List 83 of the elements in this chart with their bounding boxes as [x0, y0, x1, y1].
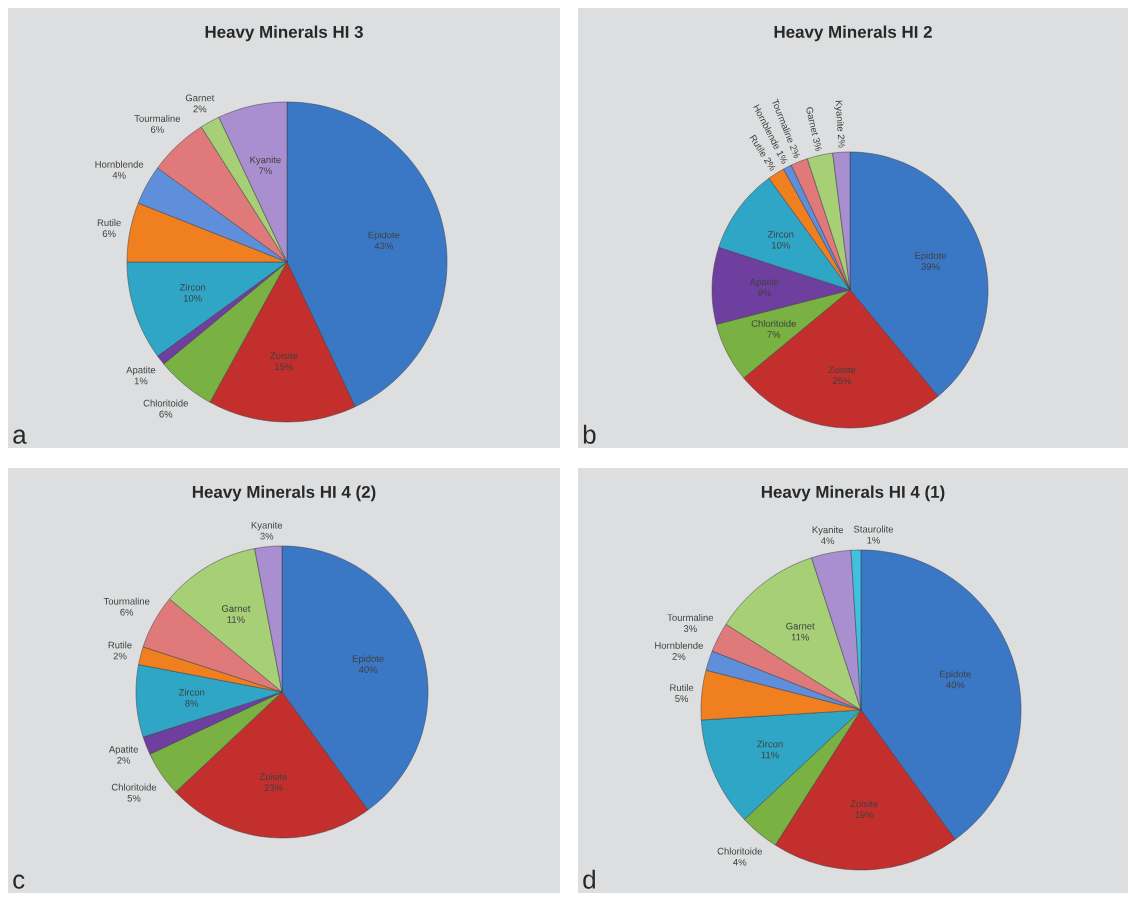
data-label: 40%: [358, 666, 378, 673]
slice-label: Kyanite: [834, 100, 844, 132]
slice-label: Zoisite: [828, 366, 856, 374]
chart-title: Heavy Minerals HI 4 (1): [761, 485, 945, 502]
data-label: 6%: [102, 230, 116, 237]
data-label: 2%: [117, 756, 131, 764]
slice-label: Zircon: [757, 740, 783, 748]
data-label: 2%: [837, 134, 846, 148]
data-label: 3%: [683, 625, 697, 632]
data-label: 2%: [763, 157, 776, 171]
data-label: 10%: [772, 241, 790, 249]
slice-label: Garnet: [806, 107, 818, 136]
data-label: 1%: [776, 150, 788, 164]
slice-label: Epidote: [368, 231, 400, 241]
slice-label: Kyanite: [812, 526, 844, 536]
data-label: 19%: [855, 811, 874, 819]
chart-title: Heavy Minerals HI 2: [774, 25, 932, 42]
slice-label: Zircon: [179, 283, 206, 291]
slice-label: Zoisite: [270, 352, 298, 360]
slice-label: Rutile: [97, 219, 121, 227]
slice-label: Chloritoide: [717, 847, 762, 855]
slice-label: Tourmaline: [134, 114, 181, 122]
slice-label: Hornblende: [95, 160, 144, 168]
data-label: 2%: [113, 652, 127, 660]
slice-label: Chloritoide: [751, 319, 796, 327]
data-label: 6%: [151, 126, 164, 133]
data-label: 6%: [120, 608, 134, 616]
data-label: 5%: [675, 695, 689, 702]
slice-label: Garnet: [185, 94, 215, 102]
data-label: 6%: [159, 410, 173, 418]
slice-label: Zoisite: [850, 800, 878, 808]
data-label: 2%: [789, 144, 800, 159]
data-label: 4%: [821, 537, 835, 545]
data-label: 3%: [813, 137, 822, 152]
text: b: [583, 424, 596, 444]
slice-label: Garnet: [786, 622, 815, 630]
slice-label: Epidote: [940, 670, 971, 680]
data-label: 4%: [733, 858, 747, 866]
slice-label: Chloritoide: [143, 399, 188, 407]
slice-label: Zircon: [767, 230, 794, 238]
data-label: 7%: [767, 331, 781, 338]
data-label: 43%: [374, 242, 393, 250]
slice-label: Epidote: [352, 655, 384, 664]
slice-label: Hornblende: [655, 641, 703, 649]
slice-label: Staurolite: [853, 525, 894, 533]
data-label: 40%: [946, 681, 965, 689]
text: c: [13, 874, 25, 889]
data-label: 2%: [193, 105, 207, 113]
data-label: 10%: [183, 294, 202, 302]
data-label: 23%: [264, 784, 283, 792]
data-label: 4%: [112, 172, 126, 179]
slice-label: Rutile: [670, 684, 694, 692]
text: a: [13, 429, 27, 444]
slice-label: Garnet: [221, 605, 251, 612]
slice-label: Apatite: [126, 366, 156, 376]
chart-title: Heavy Minerals HI 3: [205, 25, 363, 42]
slice-label: Kyanite: [251, 521, 283, 531]
slice-label: Apatite: [749, 278, 779, 288]
slice-label: Zoisite: [259, 773, 288, 781]
data-label: 5%: [127, 794, 141, 802]
data-label: 39%: [921, 263, 940, 270]
slice-label: Kyanite: [250, 156, 281, 166]
data-label: 1%: [134, 377, 148, 385]
slice-label: Tourmaline: [667, 614, 714, 621]
data-label: 15%: [275, 363, 294, 371]
chart-title: Heavy Minerals HI 4 (2): [192, 485, 376, 502]
slice-label: Epidote: [915, 252, 947, 261]
slice-label: Apatite: [108, 745, 138, 755]
slice-label: Chloritoide: [111, 783, 157, 791]
data-label: 2%: [672, 653, 686, 660]
data-label: 3%: [260, 532, 274, 540]
text: d: [583, 869, 595, 889]
data-label: 1%: [867, 536, 880, 544]
data-label: 11%: [761, 751, 779, 759]
slice-label: Rutile: [108, 641, 132, 649]
data-label: 11%: [791, 633, 809, 641]
data-label: 7%: [259, 167, 272, 175]
slice-label: Zircon: [178, 688, 205, 696]
slice-label: Tourmaline: [103, 597, 150, 605]
data-label: 8%: [185, 699, 199, 707]
data-label: 11%: [227, 616, 245, 623]
data-label: 9%: [758, 289, 771, 297]
data-label: 25%: [832, 377, 852, 385]
